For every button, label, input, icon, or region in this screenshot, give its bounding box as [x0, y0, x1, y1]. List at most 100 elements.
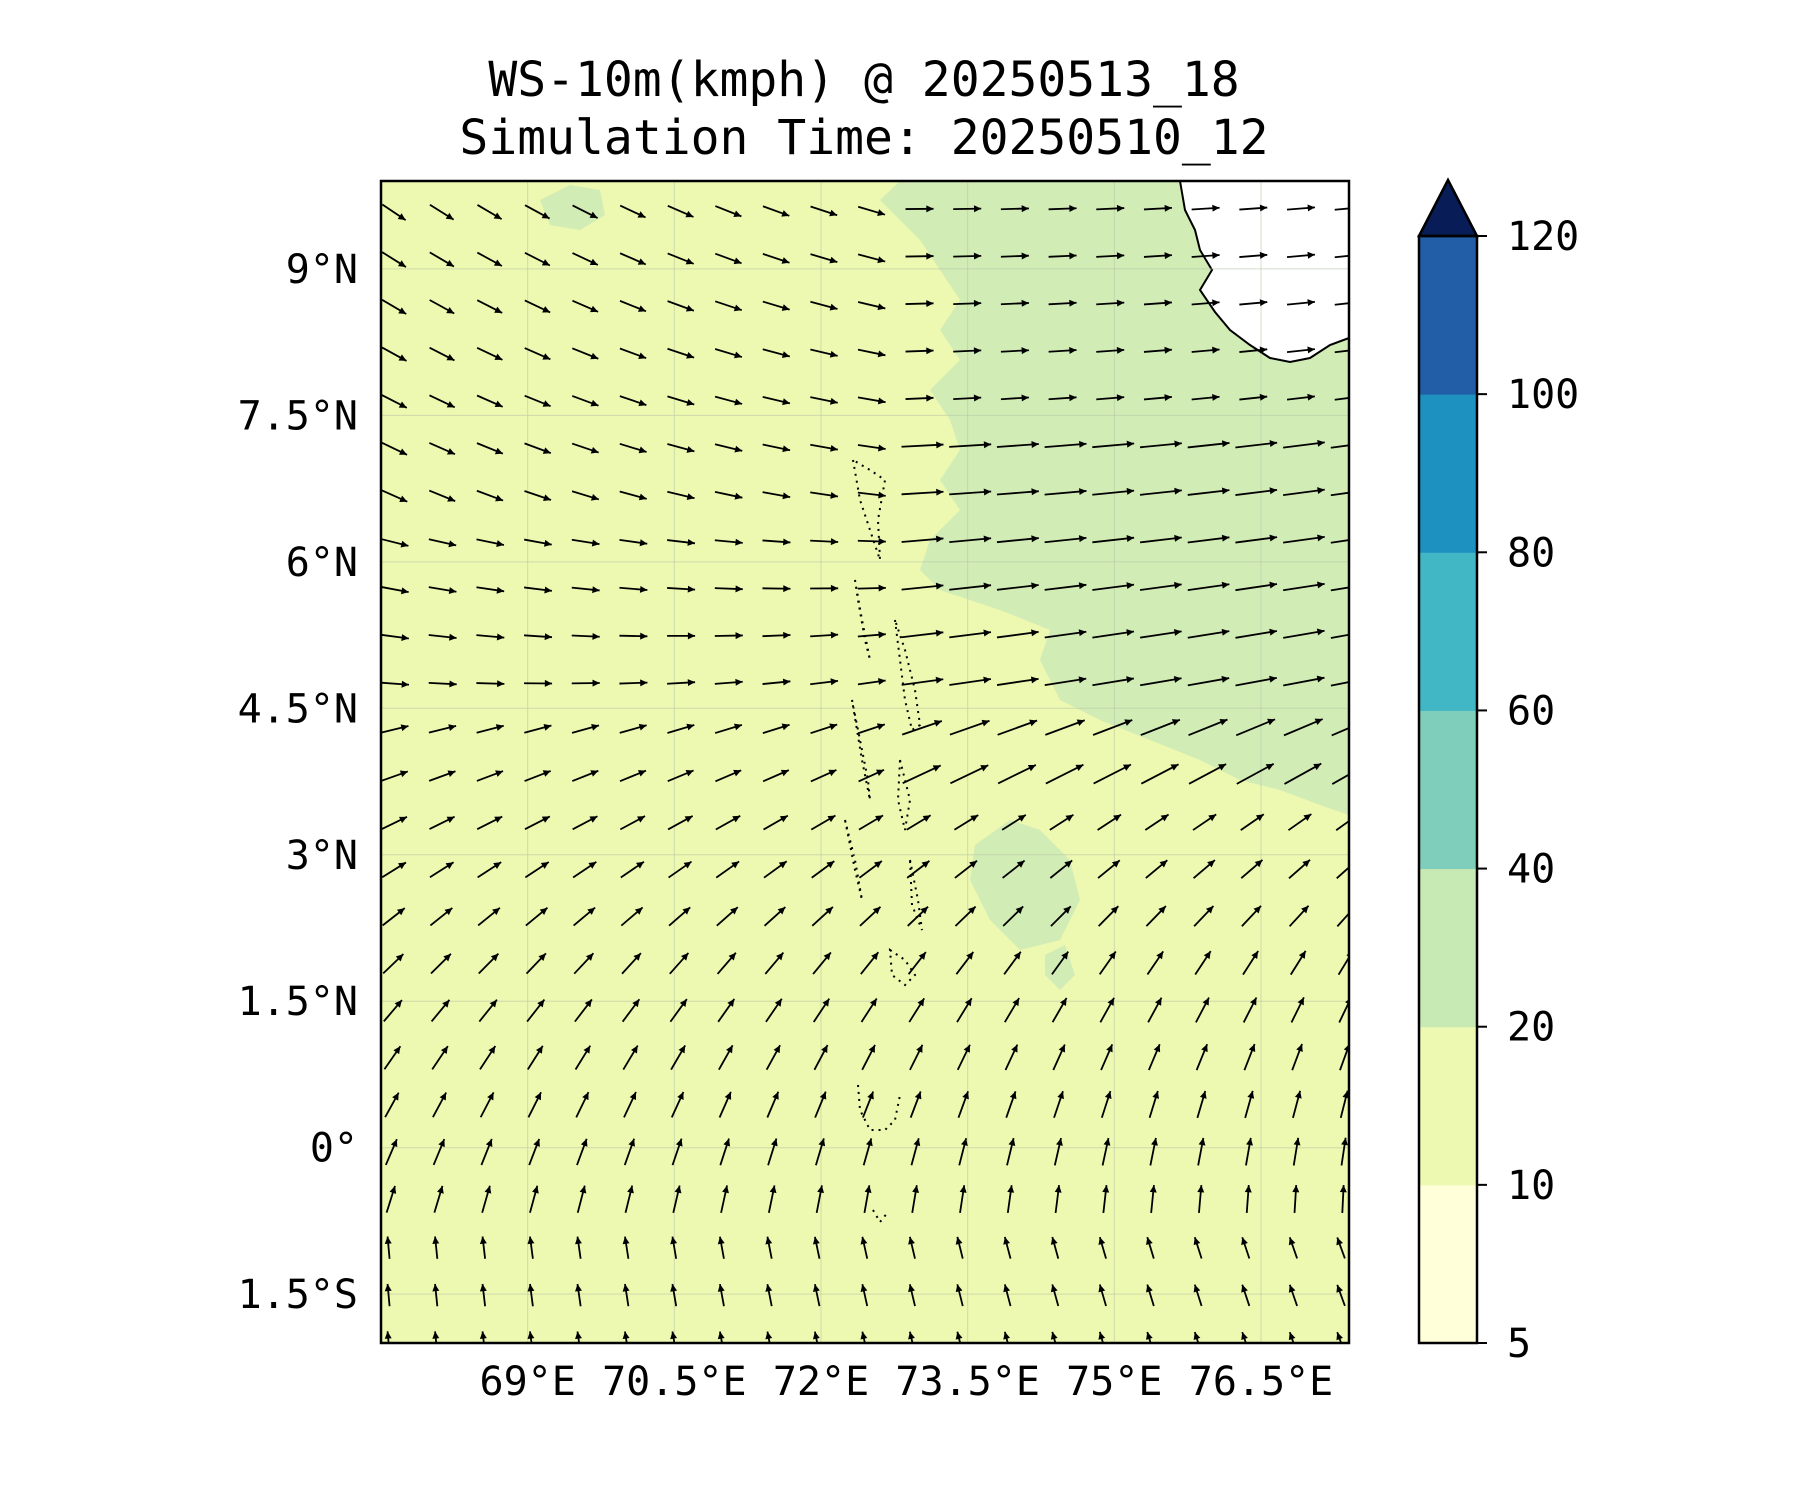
wind-arrow [524, 252, 551, 267]
wind-arrow [1044, 676, 1087, 687]
wind-arrow [528, 1138, 541, 1166]
wind-arrow [949, 676, 992, 686]
wind-arrow [1283, 581, 1325, 592]
wind-arrow [524, 490, 552, 501]
wind-arrow [857, 253, 886, 264]
wind-arrow [901, 582, 944, 591]
wind-arrow [810, 205, 838, 217]
wind-arrow [573, 952, 595, 975]
wind-arrow [1002, 859, 1026, 879]
wind-arrow [908, 997, 925, 1023]
wind-arrow [1044, 440, 1087, 448]
colorbar-tick-label: 60 [1507, 688, 1555, 734]
wind-arrow [1330, 539, 1349, 544]
wind-arrow [954, 860, 978, 879]
wind-arrow [1045, 763, 1084, 785]
wind-arrow [1054, 1185, 1062, 1214]
wind-arrow [1239, 346, 1268, 354]
wind-arrow [861, 1044, 876, 1071]
wind-arrow [1187, 675, 1230, 687]
wind-arrow [1286, 251, 1316, 259]
wind-arrow [762, 348, 791, 358]
wind-arrow [1197, 1137, 1206, 1166]
wind-arrow [620, 906, 644, 927]
wind-arrow [1192, 859, 1216, 879]
wind-arrow [950, 764, 989, 785]
wind-arrow [1288, 859, 1311, 879]
wind-arrow [714, 395, 743, 406]
wind-arrow [428, 724, 457, 734]
wind-arrow [1330, 586, 1349, 592]
wind-arrow [1330, 681, 1349, 687]
wind-arrow [428, 633, 457, 641]
wind-arrow [477, 204, 503, 220]
wind-arrow [997, 764, 1037, 785]
wind-arrow [477, 907, 501, 927]
wind-arrow [525, 907, 549, 927]
wind-arrow [1331, 773, 1349, 785]
wind-arrow [762, 631, 791, 639]
wind-arrow [810, 538, 839, 546]
wind-arrow [714, 300, 743, 312]
wind-arrow [571, 769, 599, 782]
wind-arrow [1000, 252, 1029, 260]
map-frame [379, 179, 1351, 1345]
wind-arrow [619, 252, 647, 266]
wind-arrow [714, 585, 743, 593]
wind-arrow [619, 815, 646, 831]
wind-arrow [1330, 444, 1349, 449]
wind-arrow [1239, 393, 1268, 401]
wind-arrow [810, 253, 838, 264]
wind-arrow [575, 1283, 582, 1307]
wind-arrow [476, 770, 504, 782]
wind-arrow [857, 537, 886, 545]
wind-arrow [905, 347, 934, 355]
wind-arrow [715, 769, 742, 783]
wind-arrow [1240, 813, 1265, 831]
wind-arrow [619, 632, 648, 640]
wind-arrow [901, 535, 944, 543]
wind-arrow [1336, 1237, 1346, 1259]
wind-arrow [624, 1185, 634, 1213]
wind-arrow [432, 1283, 440, 1307]
wind-arrow [1196, 1090, 1207, 1119]
wind-arrow [667, 815, 694, 831]
wind-arrow [668, 906, 691, 927]
wind-arrow [763, 814, 789, 831]
wind-arrow [1241, 905, 1262, 927]
wind-arrow [571, 347, 599, 360]
wind-arrow [949, 719, 990, 736]
wind-arrow [623, 1091, 637, 1118]
wind-arrow [667, 204, 694, 218]
wind-arrow [1191, 204, 1220, 212]
wind-arrow [481, 1185, 492, 1213]
wind-arrow [572, 299, 599, 313]
colorbar-segment [1419, 868, 1477, 1028]
wind-arrow [715, 860, 740, 879]
wind-arrow [956, 997, 973, 1023]
colorbar: 5 10 20 40 60 80 100 120 [1416, 177, 1579, 1367]
wind-arrow [1097, 859, 1121, 879]
wind-arrow [1240, 859, 1264, 879]
wind-arrow [1191, 393, 1220, 401]
wind-arrow [622, 1236, 630, 1259]
wind-arrow [906, 860, 930, 879]
wind-arrow [1235, 718, 1276, 737]
wind-arrow [524, 861, 550, 879]
wind-arrow [901, 441, 944, 449]
wind-arrow [1000, 347, 1029, 355]
wind-arrow [1243, 1043, 1256, 1071]
wind-arrow [764, 951, 785, 975]
wind-arrow [953, 252, 982, 260]
wind-arrow [381, 816, 408, 830]
wind-arrow [956, 1044, 971, 1071]
wind-speed-20-40-patch [1045, 945, 1075, 990]
wind-arrow [623, 1138, 635, 1166]
wind-arrow [1051, 951, 1069, 975]
wind-arrow [670, 1044, 686, 1071]
colorbar-tick-label: 40 [1507, 847, 1555, 893]
wind-arrow [714, 538, 743, 546]
wind-arrow [1291, 1043, 1303, 1071]
wind-arrow [1193, 1284, 1203, 1307]
wind-arrow [1145, 905, 1167, 927]
